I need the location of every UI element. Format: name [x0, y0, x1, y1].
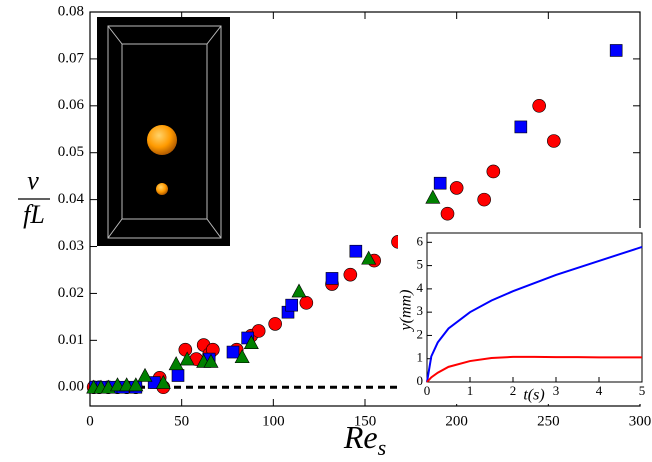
- point: [171, 369, 185, 382]
- inset-x-tick-label: 1: [467, 383, 474, 398]
- y-tick-label: 0.05: [58, 144, 84, 160]
- inset-x-tick-label: 5: [639, 383, 646, 398]
- point: [609, 44, 623, 57]
- inset-x-label: t(s): [523, 387, 544, 404]
- y-tick-label: 0.06: [58, 97, 85, 113]
- inset-y-tick-label: 5: [417, 257, 424, 272]
- point: [477, 192, 491, 207]
- inset-frame: [426, 232, 643, 383]
- point: [109, 377, 126, 392]
- y-tick-label: 0.00: [58, 379, 84, 395]
- x-tick-label: 300: [629, 413, 652, 429]
- point: [425, 189, 441, 204]
- inset-image: [97, 17, 230, 246]
- inset-x-tick-label: 4: [596, 383, 603, 398]
- point: [234, 349, 250, 364]
- y-tick-label: 0.03: [58, 238, 84, 254]
- x-label-main: Re: [343, 419, 378, 455]
- x-label-sub: s: [378, 435, 387, 460]
- x-tick-label: 150: [354, 413, 377, 429]
- point: [547, 134, 561, 148]
- y-tick-label: 0.07: [58, 50, 85, 66]
- point: [291, 283, 307, 298]
- point: [349, 244, 363, 258]
- x-tick-label: 100: [262, 413, 285, 429]
- point: [137, 367, 153, 382]
- point: [433, 176, 447, 190]
- inset-y-label: y(mm): [398, 290, 415, 333]
- point: [486, 164, 501, 179]
- point: [532, 99, 546, 113]
- inset-y-tick-label: 2: [417, 326, 424, 341]
- point: [226, 345, 240, 359]
- y-tick-label: 0.01: [58, 332, 84, 348]
- x-tick-label: 0: [86, 413, 94, 429]
- point: [168, 356, 184, 371]
- point: [343, 267, 358, 282]
- inset-x-tick-label: 0: [424, 383, 431, 398]
- inset-background: [398, 228, 648, 404]
- y-label-numerator: v: [27, 166, 39, 195]
- point: [155, 374, 171, 389]
- point: [203, 353, 219, 368]
- point: [128, 377, 144, 392]
- point: [449, 181, 464, 195]
- point: [361, 250, 377, 265]
- inset-y-tick-label: 6: [417, 233, 424, 248]
- point: [119, 377, 135, 392]
- point: [179, 351, 195, 366]
- y-tick-label: 0.02: [58, 285, 84, 301]
- x-tick-label: 250: [537, 413, 560, 429]
- point: [285, 298, 298, 312]
- point: [440, 206, 455, 221]
- x-axis-label: Res: [343, 419, 386, 460]
- y-tick-label: 0.08: [58, 3, 84, 19]
- x-tick-label: 50: [174, 413, 189, 429]
- inset-y-tick-label: 3: [417, 303, 424, 318]
- point: [325, 272, 339, 285]
- point: [178, 342, 193, 357]
- point: [514, 120, 528, 134]
- y-tick-label: 0.04: [58, 191, 85, 207]
- inset-y-tick-label: 1: [417, 350, 424, 365]
- y-label-denominator: fL: [23, 200, 45, 229]
- point: [299, 296, 314, 310]
- curve: [426, 355, 642, 383]
- point: [268, 317, 282, 331]
- inset-y-tick-label: 0: [417, 373, 424, 388]
- point: [251, 324, 266, 338]
- point: [243, 335, 259, 349]
- inset-x-tick-label: 2: [510, 383, 517, 398]
- curve: [426, 246, 643, 383]
- x-tick-label: 200: [445, 413, 468, 429]
- inset-y-tick-label: 4: [417, 280, 424, 295]
- inset-x-tick-label: 3: [553, 383, 560, 398]
